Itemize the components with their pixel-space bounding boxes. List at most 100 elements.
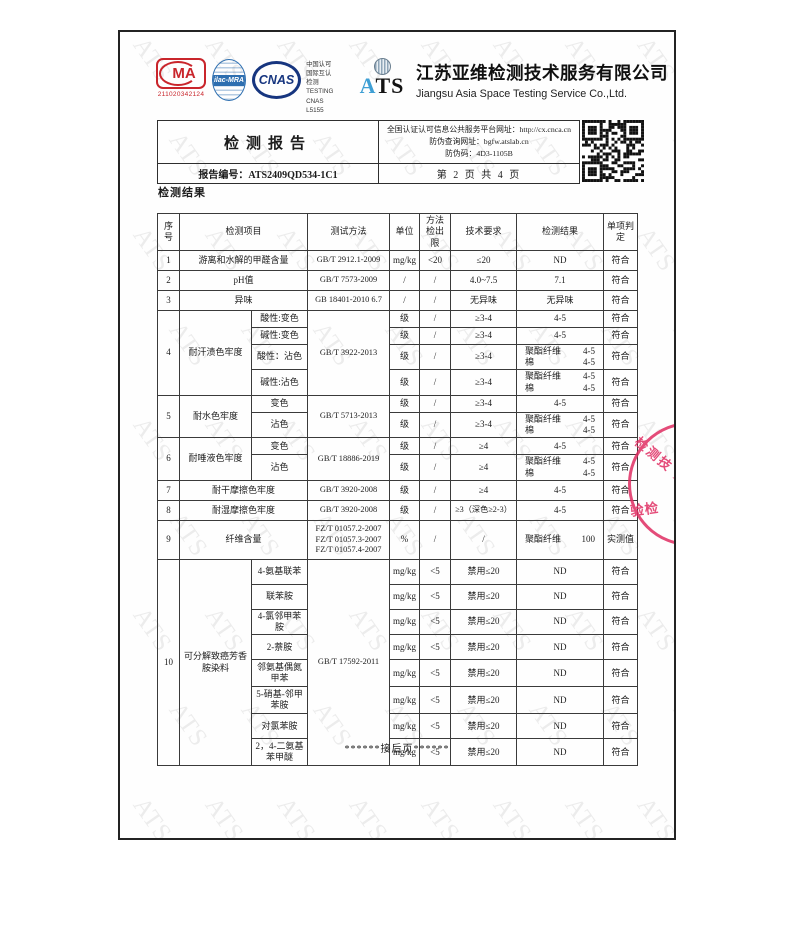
table-cell: 级 [389, 309, 421, 328]
table-row: 沾色级 / ≥4 聚酯纤维 4-5 棉 4-5 符合 [158, 454, 639, 481]
report-header-table: 检测报告 全国认证认可信息公共服务平台网址：http://cx.cnca.cn … [157, 120, 580, 184]
table-cell: 7.1 [516, 269, 605, 291]
table-row: 1 游离和水解的甲醛含量 GB/T 2912.1-2009 mg/kg <20 ≤20 ND… [157, 249, 639, 271]
cma-mark: MA [156, 58, 206, 89]
table-cell: ND [516, 634, 605, 661]
table-cell: <5 [419, 558, 452, 585]
table-cell: 酸性:变色 [250, 309, 309, 328]
table-cell: <5 [419, 583, 452, 610]
inspection-stamp: ★ 检测技 验检 [628, 422, 674, 546]
table-cell: mg/kg [389, 249, 421, 271]
watermark-text: ATS [343, 792, 393, 840]
table-cell: ≥4 [450, 454, 518, 481]
table-cell: 无异味 [450, 289, 518, 311]
accreditation-line: 中国认可 [306, 61, 332, 68]
table-cell: 碱性:变色 [250, 326, 309, 345]
ilac-mra-label: ilac-MRA [212, 75, 245, 86]
company-block: 江苏亚维检测技术服务有限公司 Jiangsu Asia Space Testin… [416, 58, 668, 100]
table-cell: GB/T 3920-2008 [307, 499, 391, 521]
table-cell: 技术要求 [450, 213, 518, 251]
table-cell: 4-5 [516, 326, 605, 345]
table-cell: 符合 [603, 249, 639, 271]
watermark-text: ATS [127, 792, 177, 840]
table-cell: 聚酯纤维 100 [516, 519, 605, 560]
table-cell: ND [516, 608, 605, 636]
cma-label: MA [172, 65, 196, 82]
table-row: 对氯苯胺 mg/kg <5 禁用≤20 ND 符合 [158, 713, 639, 740]
table-cell: / [419, 269, 452, 291]
watermark-text: ATS [271, 792, 321, 840]
table-cell: mg/kg [389, 583, 421, 610]
table-cell: / [419, 499, 452, 521]
table-row: 5 耐水色牢度 变色 GB/T 5713-2013 级 / ≥3-4 4-5 符合 [157, 394, 639, 439]
watermark-text: ATS [667, 697, 676, 752]
table-cell: GB/T 3922-2013 [307, 309, 391, 396]
table-cell: 检测项目 [178, 213, 309, 251]
table-cell: / [419, 437, 452, 456]
table-cell: / [419, 454, 452, 481]
table-cell: 单项判定 [603, 213, 639, 251]
table-cell: ≥4 [450, 437, 518, 456]
table-cell: 禁用≤20 [450, 634, 518, 661]
table-cell: 9 [157, 519, 180, 560]
table-cell: 3 [157, 289, 180, 311]
page-indicator: 第 2 页 共 4 页 [378, 163, 580, 184]
anti-fake-query-url: 防伪查询网址：bgfw.atslab.cn [429, 137, 529, 147]
table-cell: / [419, 326, 452, 345]
table-cell: ≥3-4 [450, 369, 518, 396]
table-cell: mg/kg [389, 634, 421, 661]
table-cell: 4.0~7.5 [450, 269, 518, 291]
table-cell: 沾色 [250, 454, 309, 481]
table-cell: ≥3-4 [450, 343, 518, 371]
globe-icon [373, 58, 391, 75]
table-cell: 5-硝基-邻甲苯胺 [250, 686, 309, 715]
table-cell: ND [516, 713, 605, 740]
table-cell: 符合 [603, 437, 639, 456]
watermark-text: ATS [487, 792, 537, 840]
table-cell: 方法检出限 [419, 213, 452, 251]
accreditation-line: 国际互认 [306, 70, 332, 78]
table-cell: 符合 [603, 634, 639, 661]
table-cell: 符合 [603, 659, 639, 688]
table-cell: 1 [157, 249, 180, 271]
table-cell: / [419, 479, 452, 501]
table-cell: ND [516, 738, 605, 767]
table-cell: / [419, 343, 452, 371]
table-cell: 耐湿摩擦色牢度 [178, 499, 309, 521]
table-row: 2-萘胺 mg/kg <5 禁用≤20 ND 符合 [158, 634, 639, 661]
table-cell: 4-5 [516, 394, 605, 413]
report-header: 检测报告 全国认证认可信息公共服务平台网址：http://cx.cnca.cn … [157, 120, 644, 184]
cma-number: 211020342124 [157, 91, 205, 98]
table-cell: ND [516, 583, 605, 610]
watermark-text: ATS [631, 792, 676, 840]
header-logos: MA 211020342124 ilac-MRA CNAS 中国认可 国际互认 … [156, 58, 668, 114]
table-cell: 变色 [250, 437, 309, 456]
cnas-logo: CNAS [251, 61, 302, 99]
accreditation-line: CNAS L5155 [306, 97, 324, 114]
table-cell: / [419, 411, 452, 439]
table-cell: % [389, 519, 421, 560]
accreditation-line: 检测 [306, 79, 319, 87]
table-cell: ≥4 [450, 479, 518, 501]
table-cell: 8 [157, 499, 180, 521]
table-cell: 异味 [178, 289, 309, 311]
table-cell: / [389, 269, 421, 291]
table-row: 8 耐湿摩擦色牢度 GB/T 3920-2008 级 / ≥3（深色≥2-3） 4-5 符合 [157, 499, 639, 521]
table-cell: 序号 [157, 213, 180, 251]
table-cell: 5 [157, 394, 180, 439]
table-row: 碱性:变色 级 / ≥3-4 4-5 符合 [158, 326, 639, 345]
table-cell: 符合 [603, 738, 639, 767]
table-cell: 酸性：沾色 [250, 343, 309, 371]
table-cell: mg/kg [389, 713, 421, 740]
table-cell: mg/kg [389, 558, 421, 585]
table-cell: 碱性:沾色 [250, 369, 309, 396]
table-cell: ≥3-4 [450, 326, 518, 345]
table-cell: 4-氯邻甲苯胺 [250, 608, 309, 636]
stamp-star-icon: ★ [669, 455, 674, 509]
table-cell: 2-萘胺 [250, 634, 309, 661]
table-cell: / [419, 309, 452, 328]
results-table: 序号 检测项目 测试方法 单位 方法检出限 技术要求 检测结果 单项判定 1 游离和水解的甲醛含… [157, 213, 639, 767]
report-number-value: ATS2409QD534-1C1 [248, 170, 338, 181]
table-row: 10 可分解致癌芳香胺染料 4-氨基联苯 GB/T 17592-2011 mg/kg <5… [157, 558, 639, 767]
table-cell: 符合 [603, 558, 639, 585]
